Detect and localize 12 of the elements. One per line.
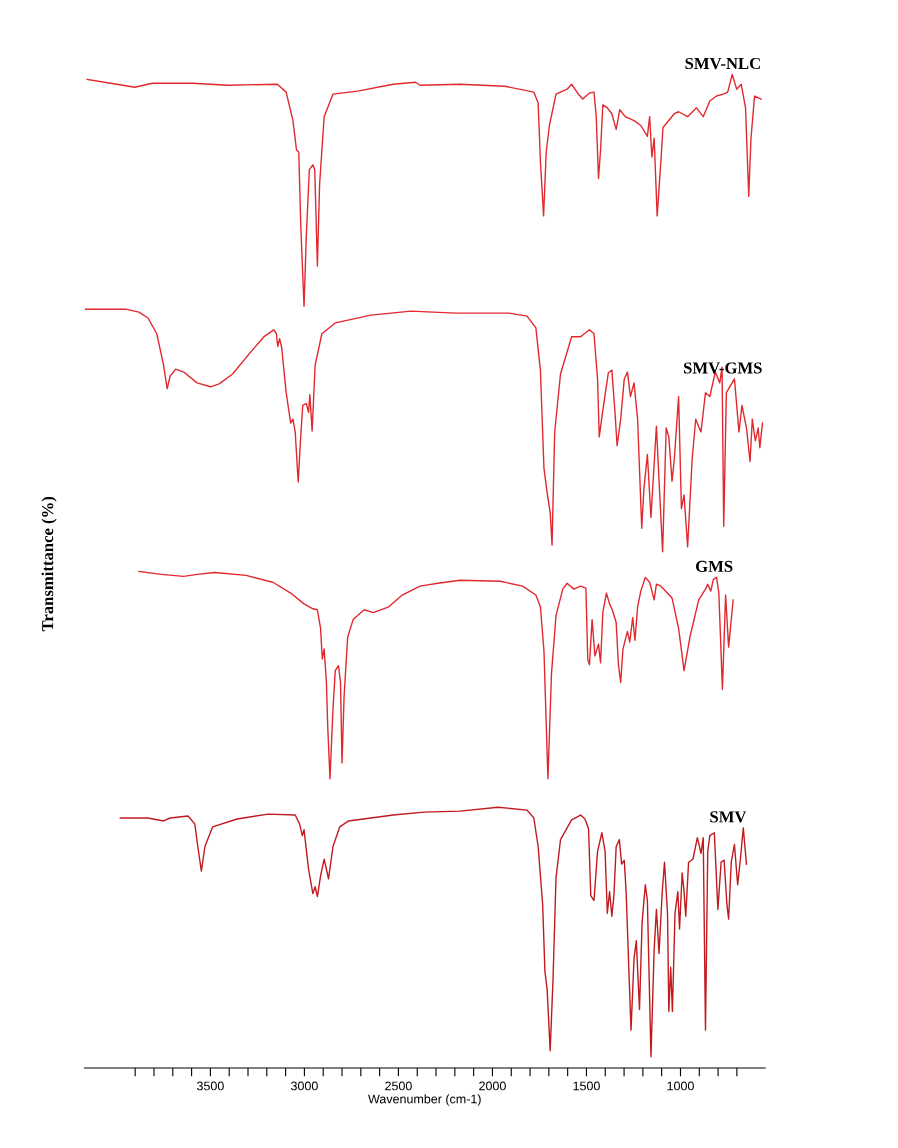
- y-axis-title: Transmittance (%): [41, 496, 57, 632]
- series-label: SMV: [710, 811, 747, 823]
- series-label: SMV-GMS: [684, 362, 762, 374]
- x-tick-label: 1500: [573, 1081, 600, 1091]
- x-tick-label: 3000: [290, 1081, 318, 1091]
- x-tick-label: 3500: [196, 1081, 224, 1091]
- series-label: GMS: [695, 560, 733, 572]
- x-tick-label: 2000: [479, 1081, 506, 1091]
- x-axis-title: Wavenumber (cm-1): [368, 1094, 481, 1106]
- series-label: SMV-NLC: [685, 57, 760, 70]
- x-tick-label: 2500: [385, 1081, 412, 1091]
- x-tick-label: 1000: [667, 1081, 694, 1091]
